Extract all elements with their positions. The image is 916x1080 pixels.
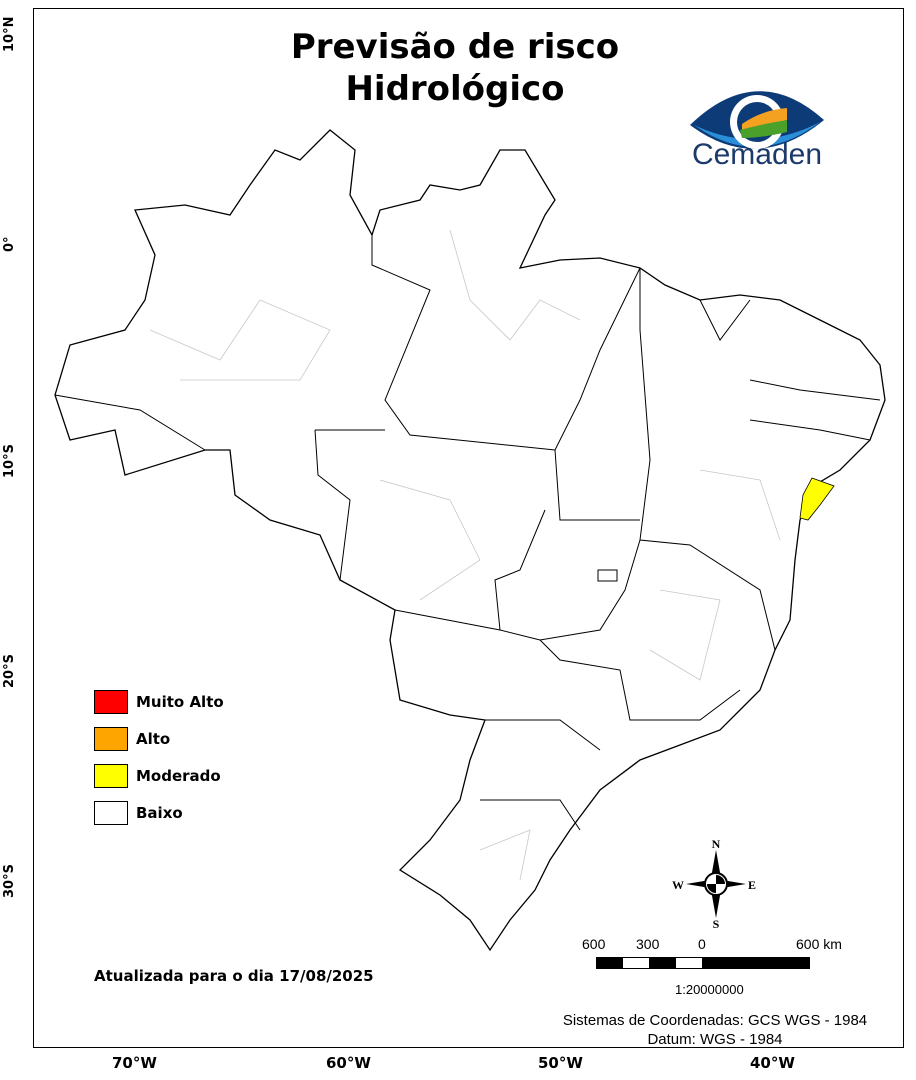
lon-label: 50°W xyxy=(538,1054,583,1072)
lon-label: 70°W xyxy=(112,1054,157,1072)
swatch xyxy=(94,689,128,714)
lon-label: 60°W xyxy=(326,1054,371,1072)
scale-label: 0 xyxy=(698,936,706,952)
lat-label: 10°S xyxy=(2,444,17,478)
state-boundaries xyxy=(54,235,881,831)
legend: Muito Alto Alto Moderado Baixo xyxy=(94,683,224,831)
lat-label: 20°S xyxy=(2,654,17,688)
scale-bar xyxy=(596,957,810,969)
legend-label: Moderado xyxy=(136,766,221,785)
legend-label: Muito Alto xyxy=(136,692,224,711)
legend-item-muito-alto: Muito Alto xyxy=(94,683,224,720)
moderate-risk-region xyxy=(799,477,835,521)
legend-label: Alto xyxy=(136,729,171,748)
swatch xyxy=(94,763,128,788)
logo-text: Cemaden xyxy=(691,138,823,171)
map-title: Previsão de risco Hidrológico xyxy=(230,26,680,110)
legend-label: Baixo xyxy=(136,803,183,822)
map-frame xyxy=(33,8,904,1048)
municipal-boundaries xyxy=(149,229,781,881)
scale-label: 600 km xyxy=(796,936,842,952)
cemaden-logo xyxy=(690,91,824,149)
district-federal xyxy=(597,569,618,582)
datum: Datum: WGS - 1984 xyxy=(647,1031,783,1048)
coord-system: Sistemas de Coordenadas: GCS WGS - 1984 xyxy=(562,1012,868,1029)
scale-label: 300 xyxy=(636,936,660,952)
compass-e: E xyxy=(748,878,756,892)
title-line-2: Hidrológico xyxy=(345,69,565,109)
compass-w: W xyxy=(672,878,684,892)
legend-item-moderado: Moderado xyxy=(94,757,224,794)
swatch xyxy=(94,726,128,751)
compass-rose: N S W E xyxy=(672,837,756,931)
scale-label: 600 xyxy=(582,936,606,952)
scale-ratio: 1:20000000 xyxy=(675,982,744,997)
swatch xyxy=(94,800,128,825)
compass-s: S xyxy=(713,917,720,931)
lat-label: 10°N xyxy=(2,16,17,52)
coordinate-info: Sistemas de Coordenadas: GCS WGS - 1984 … xyxy=(520,1011,910,1049)
lat-label: 30°S xyxy=(2,864,17,898)
compass-n: N xyxy=(712,837,721,851)
title-line-1: Previsão de risco xyxy=(290,27,620,67)
legend-item-baixo: Baixo xyxy=(94,794,224,831)
lon-label: 40°W xyxy=(750,1054,795,1072)
updated-date: Atualizada para o dia 17/08/2025 xyxy=(94,967,374,985)
lat-label: 0° xyxy=(2,236,17,252)
legend-item-alto: Alto xyxy=(94,720,224,757)
